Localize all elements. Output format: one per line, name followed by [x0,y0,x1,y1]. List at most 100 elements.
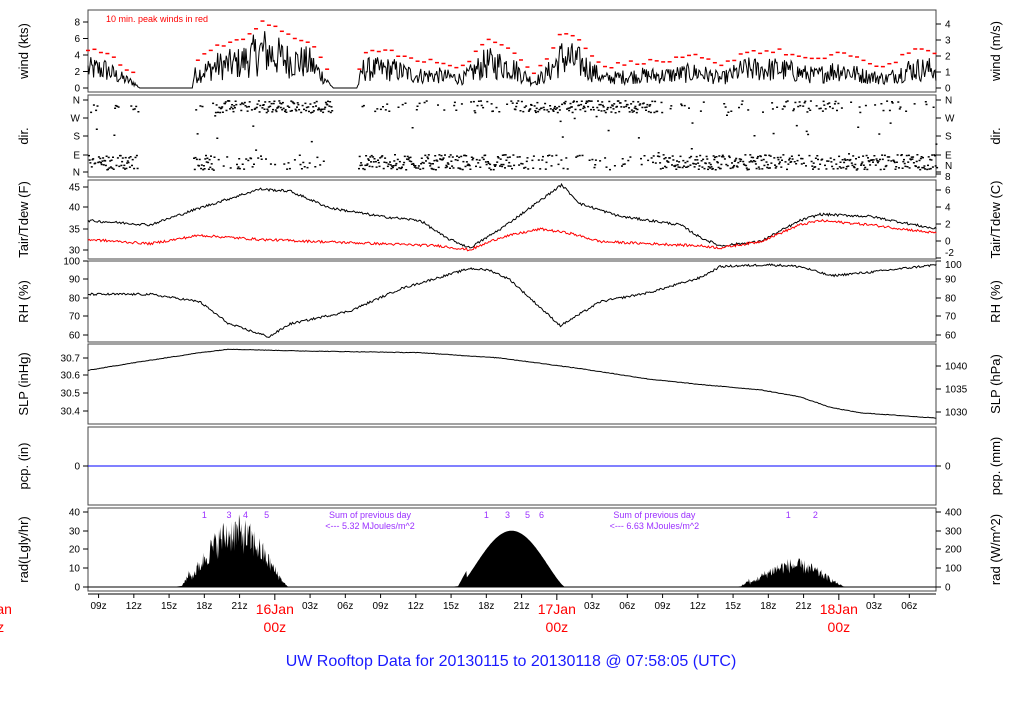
wind-direction-point [887,159,890,162]
wind-direction-point [807,107,810,110]
wind-direction-point [834,100,837,103]
x-tick-label: 06z [337,601,353,612]
wind-direction-point [639,103,642,105]
wind-direction-point [590,100,593,102]
day-time-label: 00z [828,619,851,635]
wind-direction-point [397,106,400,108]
wind-direction-point [329,101,332,103]
wind-direction-point [718,155,721,157]
wind-direction-point [96,105,99,107]
wind-direction-point [401,103,404,106]
y-axis-label-left: wind (kts) [16,23,31,80]
wind-direction-point [124,168,126,170]
wind-direction-point [107,168,109,171]
wind-direction-point [652,155,655,157]
wind-direction-point [715,156,718,158]
wind-direction-point [288,106,291,108]
wind-direction-point [234,100,237,102]
wind-direction-point [624,100,627,102]
wind-direction-point [825,168,828,170]
wind-direction-point [803,102,806,104]
wind-direction-point [119,154,122,157]
day-time-label: 00z [264,619,287,635]
wind-direction-point [230,106,233,108]
wind-direction-point [507,165,510,167]
wind-direction-point [860,164,862,166]
wind-direction-point [901,167,904,169]
wind-direction-point [891,101,893,103]
wind-direction-point [202,168,205,171]
wind-direction-point [504,167,506,169]
wind-direction-point [274,109,277,111]
radiation-annotation: 1 [484,510,489,520]
wind-direction-point [123,164,126,167]
wind-direction-point [681,166,684,169]
wind-direction-point [703,167,706,170]
wind-direction-point [508,156,511,158]
wind-direction-point [679,155,682,158]
wind-direction-point [632,100,635,103]
wind-direction-point [244,105,247,107]
wind-direction-point [312,106,315,108]
tick-label-left: 90 [69,275,81,286]
wind-direction-point [376,108,379,110]
x-tick-label: 06z [901,601,917,612]
wind-direction-point [279,106,282,109]
wind-direction-point [631,111,634,113]
wind-direction-point [432,168,435,171]
wind-direction-point [778,161,781,163]
wind-direction-point [431,168,434,170]
wind-direction-point [692,163,695,165]
wind-direction-point [413,164,415,166]
wind-direction-point [490,103,493,105]
wind-direction-point [597,109,600,111]
wind-direction-point [90,111,93,114]
wind-direction-point [479,166,482,168]
wind-direction-point [676,164,679,166]
wind-direction-point [273,100,276,102]
wind-direction-point [607,129,610,132]
wind-direction-point [420,163,423,165]
wind-direction-point [537,110,540,113]
wind-direction-point [369,156,372,158]
wind-direction-point [801,157,804,160]
wind-direction-point [265,111,268,114]
wind-direction-point [758,168,761,170]
wind-direction-point [549,105,552,107]
wind-direction-point [92,158,95,160]
wind-direction-point [535,111,537,114]
wind-direction-point [766,166,769,169]
wind-direction-point [264,101,267,103]
x-tick-label: 12z [690,601,706,612]
wind-direction-point [450,160,453,162]
wind-direction-point [515,102,518,104]
wind-direction-point [793,108,795,110]
wind-direction-point [519,110,522,112]
wind-direction-point [269,163,272,165]
wind-direction-point [579,108,582,111]
wind-direction-point [612,108,615,110]
wind-direction-point [702,101,705,103]
wind-direction-point [407,158,410,161]
wind-direction-point [802,162,805,164]
x-tick-label: 06z [619,601,635,612]
wind-direction-point [358,155,361,158]
wind-direction-point [501,154,504,156]
wind-direction-point [300,111,303,114]
wind-direction-point [934,154,936,157]
wind-direction-point [883,154,886,157]
wind-direction-point [806,111,809,113]
wind-direction-point [587,105,590,108]
wind-direction-point [517,100,520,102]
wind-direction-point [695,155,698,158]
wind-direction-point [290,100,293,102]
wind-direction-point [893,161,896,164]
wind-direction-point [691,122,694,124]
wind-direction-point [424,154,427,157]
wind-direction-point [301,104,304,107]
wind-direction-point [774,167,777,169]
tick-label-right: S [945,132,952,143]
wind-direction-point [856,168,859,170]
wind-direction-point [899,106,902,108]
wind-direction-point [848,159,851,162]
